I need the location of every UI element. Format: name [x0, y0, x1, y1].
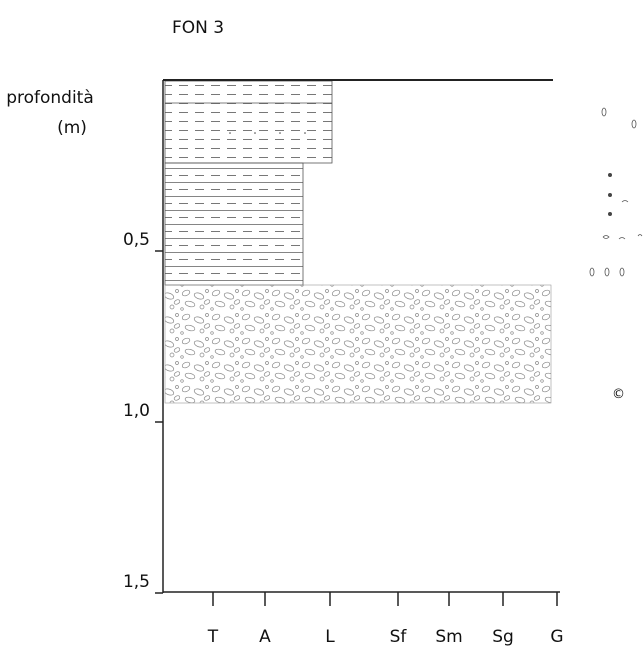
side-symbols [589, 107, 643, 277]
title: FON 3 [172, 18, 224, 38]
depth-tick-label: 0,5 [123, 230, 150, 250]
dots [608, 173, 612, 216]
grain-label: A [259, 627, 271, 647]
grain-label: Sf [390, 627, 408, 647]
axis-label: profondità [6, 88, 94, 108]
dots [229, 132, 306, 134]
layer-silt [164, 80, 333, 164]
axis-label: (m) [57, 118, 87, 138]
layer-clay [164, 162, 304, 286]
grain-label: Sm [435, 627, 462, 647]
layer-gravel [164, 284, 552, 404]
depth-tick-label: 1,0 [123, 401, 150, 421]
grain-label: G [550, 627, 563, 647]
grain-label: T [207, 627, 219, 647]
grain-label: Sg [492, 627, 514, 647]
note: © [612, 387, 625, 402]
grain-label: L [325, 627, 335, 647]
depth-tick-label: 1,5 [123, 572, 150, 592]
